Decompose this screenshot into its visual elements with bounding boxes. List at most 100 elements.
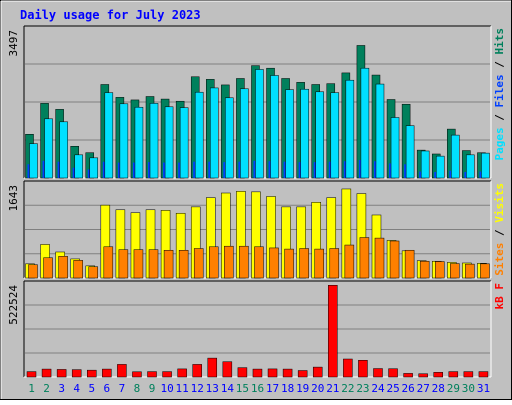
bar-kbytes-day-27 [418, 373, 428, 378]
x-tick-label-day-19: 19 [296, 382, 309, 395]
bar-sites-day-23 [359, 237, 370, 279]
x-tick-label-day-11: 11 [176, 382, 189, 395]
x-tick-label-day-15: 15 [236, 382, 249, 395]
bar-sites-day-11 [178, 249, 189, 279]
bar-sites-day-12 [193, 248, 204, 279]
bar-kbytes-day-12 [192, 364, 202, 378]
bar-kbytes-day-2 [41, 368, 52, 378]
bar-sites-day-16 [254, 246, 264, 279]
bar-files-day-28 [434, 171, 438, 178]
bar-pages-day-5 [89, 157, 99, 179]
bar-files-day-30 [464, 171, 468, 178]
legend-visits-sites: Sites / Visits [493, 183, 506, 276]
bar-kbytes-day-19 [297, 370, 308, 378]
bar-sites-day-17 [269, 247, 279, 279]
bar-sites-day-1 [28, 264, 38, 279]
x-tick-label-day-1: 1 [28, 382, 35, 395]
x-tick-label-day-10: 10 [160, 382, 173, 395]
bar-sites-day-24 [374, 237, 385, 279]
chart-title: Daily usage for July 2023 [20, 8, 201, 22]
x-tick-label-day-4: 4 [73, 382, 80, 395]
y-max-label-visits-sites: 1643 [7, 185, 20, 212]
bar-files-day-19 [298, 162, 302, 178]
bar-pages-day-31 [481, 152, 490, 179]
bar-sites-day-26 [404, 249, 415, 279]
bar-kbytes-day-30 [463, 371, 474, 378]
legend-entry-kb-f: kB F [493, 283, 506, 310]
x-tick-label-day-28: 28 [432, 382, 445, 395]
bar-sites-day-9 [148, 249, 159, 279]
bar-kbytes-day-11 [177, 368, 187, 378]
x-tick-label-day-13: 13 [206, 382, 219, 395]
x-tick-label-day-7: 7 [119, 382, 126, 395]
bar-files-day-12 [193, 161, 197, 178]
bar-pages-day-12 [194, 91, 204, 179]
bar-pages-day-22 [345, 79, 355, 179]
bar-files-day-25 [389, 163, 393, 178]
x-tick-label-day-9: 9 [149, 382, 156, 395]
x-tick-label-day-24: 24 [371, 382, 385, 395]
legend-hits-files-pages: Pages / Files / Hits [493, 28, 506, 161]
bar-sites-day-10 [163, 249, 174, 279]
bar-files-day-16 [253, 160, 257, 178]
bar-files-day-14 [223, 162, 227, 178]
bar-files-day-13 [208, 161, 212, 178]
bar-pages-day-2 [44, 118, 53, 179]
x-tick-label-day-6: 6 [104, 382, 111, 395]
bar-kbytes-day-29 [448, 371, 459, 378]
x-tick-label-day-17: 17 [266, 382, 279, 395]
bar-pages-day-16 [255, 69, 264, 179]
legend-kbytes: kB F [493, 283, 506, 310]
bar-pages-day-8 [134, 106, 144, 179]
bar-kbytes-day-15 [237, 367, 248, 378]
bar-sites-day-18 [284, 248, 294, 279]
legend-entry-files: Files [493, 74, 506, 107]
x-tick-label-day-26: 26 [402, 382, 415, 395]
bar-files-day-27 [419, 171, 423, 178]
bar-kbytes-day-13 [207, 357, 218, 378]
bar-kbytes-day-28 [433, 372, 443, 378]
legend-entry-hits: Hits [493, 28, 506, 55]
x-tick-label-day-31: 31 [477, 382, 490, 395]
x-tick-label-day-27: 27 [417, 382, 430, 395]
bar-kbytes-day-9 [147, 371, 157, 378]
bar-files-day-11 [178, 162, 182, 178]
bar-files-day-6 [102, 161, 106, 178]
x-tick-label-day-29: 29 [447, 382, 460, 395]
bar-files-day-9 [148, 162, 152, 178]
bar-pages-day-18 [285, 89, 294, 179]
bar-pages-day-14 [225, 97, 234, 179]
bar-kbytes-day-26 [403, 373, 413, 378]
bar-pages-day-4 [74, 154, 83, 179]
bar-files-day-5 [87, 169, 91, 178]
bar-files-day-31 [479, 171, 483, 178]
x-tick-label-day-22: 22 [341, 382, 354, 395]
bar-sites-day-20 [314, 248, 324, 279]
x-tick-label-day-25: 25 [386, 382, 399, 395]
bar-files-day-22 [343, 161, 347, 178]
bar-files-day-23 [358, 159, 362, 178]
bar-pages-day-19 [300, 88, 309, 179]
bar-kbytes-day-21 [328, 285, 338, 378]
legend-entry-visits: Visits [493, 183, 506, 223]
bar-pages-day-20 [315, 91, 324, 179]
bar-kbytes-day-25 [388, 368, 398, 378]
bar-sites-day-19 [299, 248, 309, 279]
bar-kbytes-day-31 [478, 371, 489, 378]
bar-kbytes-day-10 [162, 371, 172, 378]
bar-pages-day-21 [330, 92, 340, 179]
bar-files-day-26 [404, 164, 408, 178]
bar-files-day-7 [117, 162, 121, 178]
bar-sites-day-29 [450, 263, 460, 279]
bar-kbytes-day-7 [117, 364, 127, 378]
bar-kbytes-day-24 [373, 368, 383, 378]
bar-files-day-3 [57, 161, 61, 178]
x-tick-label-day-3: 3 [58, 382, 65, 395]
bar-sites-day-13 [209, 246, 219, 279]
bar-pages-day-29 [451, 134, 460, 179]
bar-sites-day-22 [344, 244, 355, 279]
bar-sites-day-25 [389, 240, 400, 279]
bar-files-day-24 [373, 161, 377, 178]
bar-files-day-21 [328, 161, 332, 178]
